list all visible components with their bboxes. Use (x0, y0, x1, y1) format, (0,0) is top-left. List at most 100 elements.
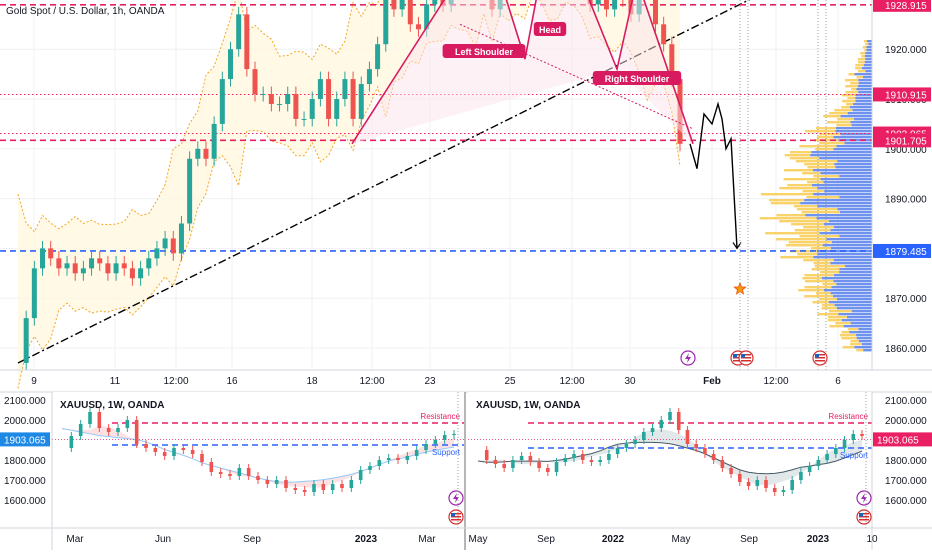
profile-bar-blue (820, 178, 872, 181)
profile-bar-blue (862, 343, 872, 346)
candle-body (350, 79, 356, 119)
mini-chart-right-candle-body (755, 480, 760, 486)
candle-body (138, 268, 144, 279)
profile-bar-blue (850, 121, 872, 124)
mini-chart-left-candle-body (433, 440, 438, 444)
profile-bar-yellow (793, 205, 818, 208)
profile-bar-yellow (829, 112, 848, 115)
band-fill (18, 0, 680, 389)
candle-body (358, 84, 364, 119)
candle-body (178, 223, 184, 254)
profile-bar-blue (838, 313, 872, 316)
mini-chart-right-price-tick: 2000.000 (885, 416, 927, 427)
lightning-glyph (685, 353, 691, 363)
profile-bar-yellow (814, 265, 846, 268)
mini-chart-right-price-tick: 2100.000 (885, 396, 927, 407)
profile-bar-yellow (841, 331, 850, 334)
mini-chart-right-price-label: 1903.065 (877, 435, 919, 446)
mini-chart-left-bg (52, 392, 464, 520)
mini-chart-right-time-tick: 2023 (807, 534, 830, 545)
profile-bar-blue (864, 61, 872, 64)
time-tick: Feb (703, 376, 721, 387)
profile-bar-yellow (765, 232, 820, 235)
candle-body (113, 263, 119, 274)
flag-stripe (733, 354, 743, 356)
profile-bar-yellow (829, 325, 844, 328)
candle-body (129, 268, 135, 279)
profile-bar-blue (823, 289, 872, 292)
profile-bar-blue (817, 205, 872, 208)
profile-bar-blue (843, 325, 872, 328)
profile-bar-blue (867, 40, 872, 43)
profile-bar-yellow (811, 247, 831, 250)
candle-body (383, 0, 389, 45)
profile-bar-yellow (811, 268, 840, 271)
mini-chart-left-time-tick: 2023 (355, 534, 378, 545)
mini-chart-left-candle-body (153, 448, 158, 452)
profile-bar-yellow (789, 157, 820, 160)
mini-chart-left-candle-body (358, 470, 363, 480)
candle-body (603, 0, 609, 10)
mini-chart-left-candle-body (134, 420, 139, 444)
mini-chart-left-candle-body (200, 454, 204, 462)
flag-canton (451, 513, 455, 517)
mini-chart-left-time-tick: Jun (155, 534, 171, 545)
profile-bar-blue (821, 277, 872, 280)
profile-bar-yellow (780, 256, 814, 259)
candle-body (40, 248, 46, 269)
profile-bar-blue (855, 100, 872, 103)
mini-chart-left-time-tick: Sep (243, 534, 261, 545)
flag-canton (741, 354, 745, 358)
mini-chart-right-candle-body (650, 428, 655, 432)
profile-bar-blue (853, 118, 872, 121)
mini-chart-left-candle-body (162, 452, 167, 456)
candle-body (432, 0, 438, 5)
profile-bar-yellow (827, 316, 847, 319)
profile-bar-yellow (804, 286, 832, 289)
profile-bar-yellow (856, 76, 863, 79)
candle-body (260, 94, 266, 96)
candle-body (285, 94, 291, 104)
candle-body (162, 238, 168, 249)
time-tick: 12:00 (359, 376, 384, 387)
profile-bar-yellow (850, 340, 859, 343)
profile-bar-yellow (819, 133, 841, 136)
profile-bar-blue (865, 70, 872, 73)
mini-chart-left-candle-body (330, 484, 335, 490)
mini-chart-right-candle-body (842, 440, 847, 448)
profile-bar-yellow (842, 94, 856, 97)
profile-bar-blue (851, 124, 872, 127)
profile-bar-blue (841, 319, 872, 322)
profile-bar-yellow (802, 190, 825, 193)
profile-bar-yellow (788, 241, 832, 244)
main-title: Gold Spot / U.S. Dollar, 1h, OANDA (6, 6, 165, 17)
mini-chart-right-title: XAUUSD, 1W, OANDA (476, 400, 580, 411)
profile-bar-blue (833, 136, 872, 139)
flag-canton (815, 354, 819, 358)
profile-bar-blue (812, 169, 872, 172)
mini-chart-left-time-tick: Mar (418, 534, 436, 545)
candle-body (342, 79, 348, 99)
mini-chart-right-price-tick: 1800.000 (885, 456, 927, 467)
candle-body (97, 258, 103, 264)
mini-chart-left: Resistance Support XAUUSD, 1W, OANDA Mar Jun… (52, 392, 464, 545)
mini-chart-right-candle-body (825, 454, 829, 460)
mini-chart-left-price-label-bg (0, 432, 50, 447)
mini-chart-right-candle-body (537, 462, 541, 468)
mini-chart-right-candle-body (860, 434, 864, 436)
right-shoulder-label: Right Shoulder (592, 71, 682, 85)
profile-bar-yellow (857, 61, 865, 64)
mini-chart-right-candle-body (554, 462, 559, 472)
profile-bar-blue (844, 142, 872, 145)
mini-chart-left-candle-body (88, 412, 92, 424)
profile-bar-blue (854, 346, 872, 349)
profile-bar-yellow (860, 52, 866, 55)
mini-chart-right-candle-body (676, 412, 681, 430)
profile-bar-yellow (770, 202, 801, 205)
candle-body (121, 263, 127, 269)
mini-chart-left-candle-body (452, 434, 456, 435)
candle-body (661, 24, 667, 45)
profile-bar-blue (850, 322, 872, 325)
profile-bar-blue (824, 190, 872, 193)
